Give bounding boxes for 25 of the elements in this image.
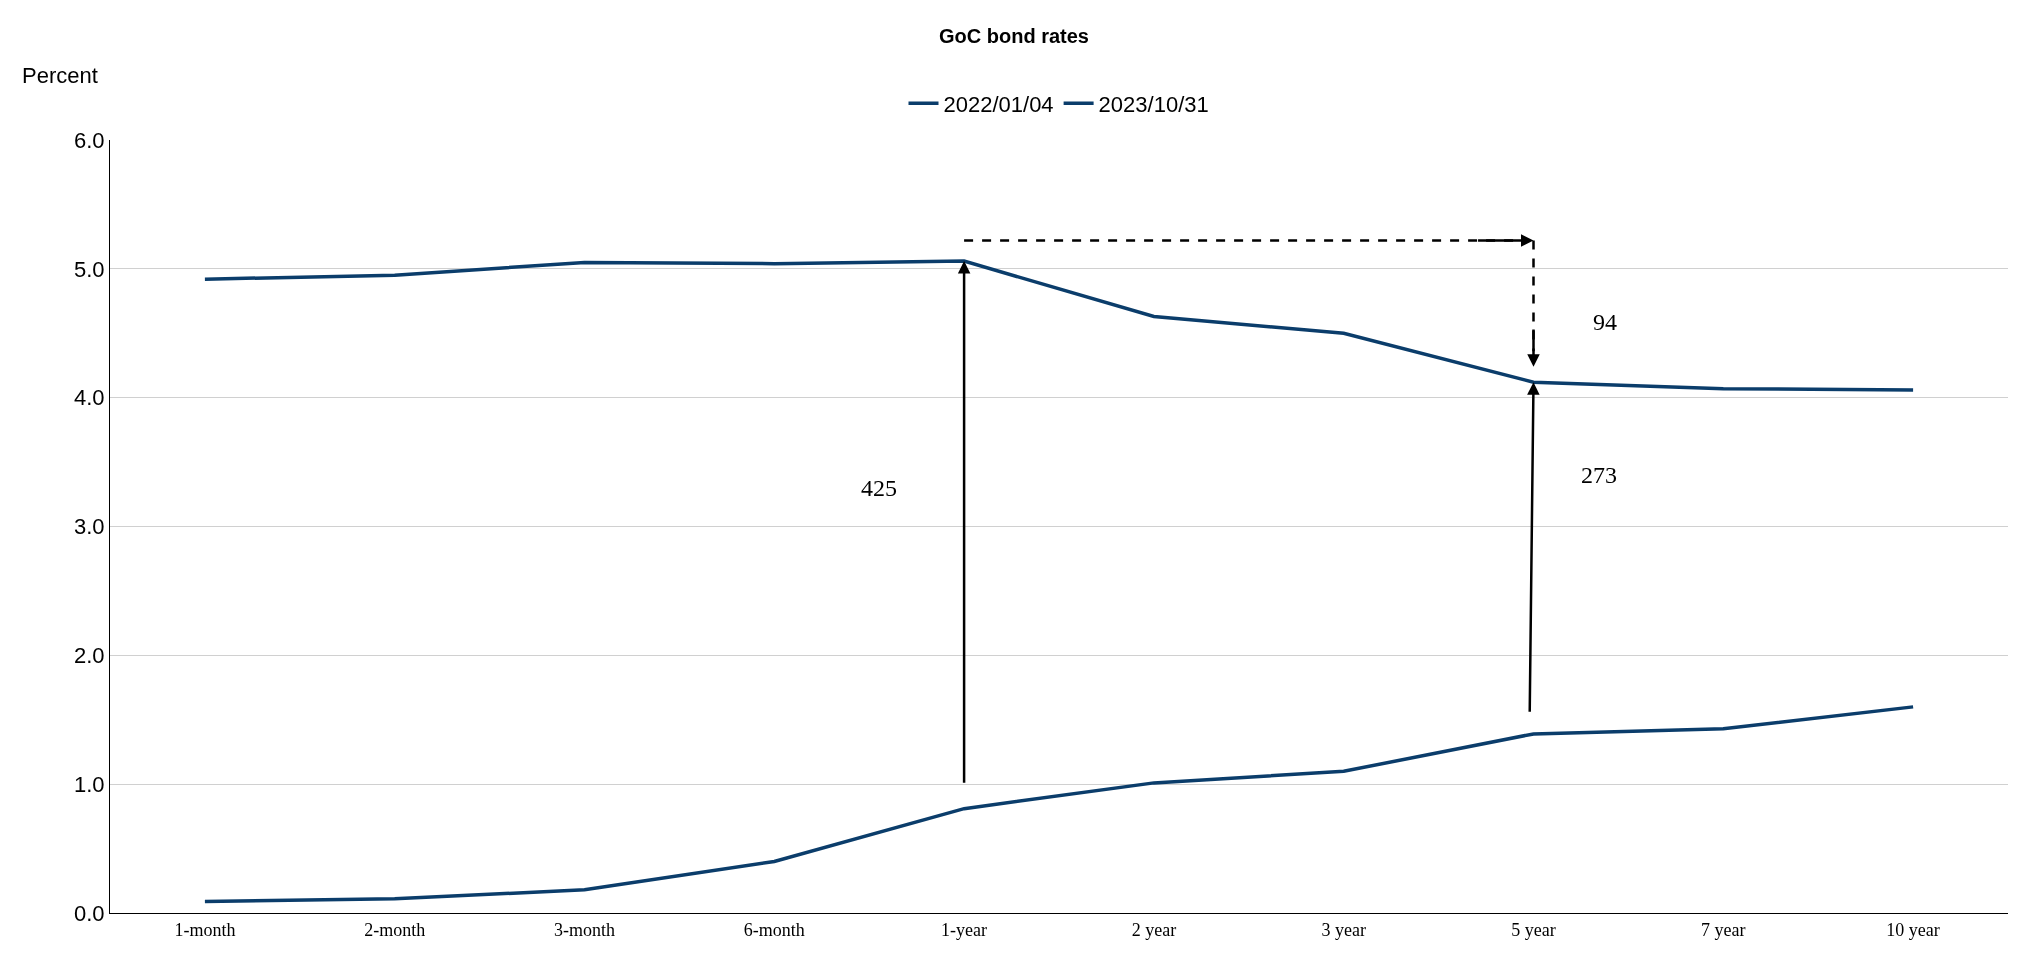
x-tick-label: 5 year [1511, 919, 1556, 940]
x-tick-label: 2-month [364, 919, 426, 940]
legend-label: 2022/01/04 [943, 91, 1054, 117]
annotation: 425 [861, 475, 897, 501]
chart-title: GoC bond rates [938, 25, 1090, 48]
x-tick-label: 10 year [1886, 919, 1940, 940]
x-tick-label: 1-month [174, 919, 236, 940]
y-axis-title: Percent [22, 63, 98, 88]
y-tick-label: 0.0 [74, 900, 105, 926]
legend-label: 2023/10/31 [1098, 91, 1209, 117]
line-series [203, 705, 1915, 904]
y-tick-label: 6.0 [74, 127, 105, 153]
annotation: 94 [1593, 309, 1617, 335]
y-tick-label: 3.0 [74, 514, 105, 540]
y-tick-label: 4.0 [74, 385, 105, 411]
x-tick-label: 7 year [1701, 919, 1746, 940]
y-tick-label: 5.0 [74, 256, 105, 282]
y-tick-label: 2.0 [74, 643, 105, 669]
x-tick-label: 3 year [1321, 919, 1366, 940]
x-tick-label: 6-month [743, 919, 805, 940]
y-tick-label: 1.0 [74, 771, 105, 797]
annotation: 273 [1581, 462, 1617, 488]
x-tick-label: 1-year [941, 919, 988, 940]
x-tick-label: 3-month [554, 919, 615, 940]
x-tick-label: 2 year [1131, 919, 1177, 940]
